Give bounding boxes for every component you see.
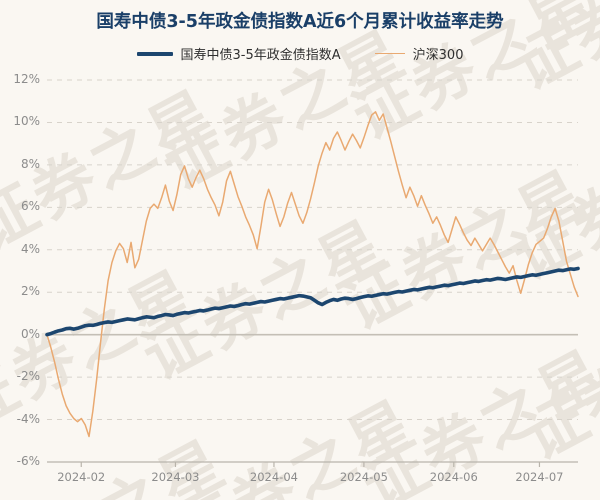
y-axis-tick-label: -2% <box>16 369 40 384</box>
legend-swatch-fund <box>136 51 173 56</box>
legend-item-fund[interactable]: 国寿中债3-5年政金债指数A <box>136 44 341 63</box>
legend-item-benchmark[interactable]: 沪深300 <box>374 44 464 63</box>
x-axis-tick-label: 2024-03 <box>151 470 200 484</box>
y-axis-tick-label: 12% <box>13 72 40 86</box>
y-axis-tick-label: 2% <box>20 284 40 299</box>
legend-label-fund: 国寿中债3-5年政金债指数A <box>180 48 341 63</box>
y-axis-tick-label: 6% <box>20 199 40 214</box>
y-axis-tick-label: -4% <box>16 411 40 426</box>
x-axis-tick-label: 2024-06 <box>429 470 478 484</box>
series-line-benchmark <box>46 111 579 438</box>
y-axis-tick-label: 4% <box>20 241 40 256</box>
legend-swatch-benchmark <box>374 52 405 55</box>
legend-label-benchmark: 沪深300 <box>412 48 464 63</box>
y-axis-tick-label: 8% <box>20 156 40 171</box>
x-axis-tick-label: 2024-04 <box>249 470 298 484</box>
y-axis-tick-label: 0% <box>20 326 40 341</box>
chart-legend: 国寿中债3-5年政金债指数A 沪深300 <box>0 44 600 63</box>
y-axis-tick-label: 10% <box>13 114 40 129</box>
x-axis-tick-label: 2024-05 <box>339 470 388 484</box>
x-axis-tick-label: 2024-07 <box>515 470 564 484</box>
x-axis-tick-label: 2024-02 <box>57 470 106 484</box>
series-line-fund <box>45 266 580 337</box>
chart-title: 国寿中债3-5年政金债指数A近6个月累计收益率走势 <box>96 12 504 32</box>
y-axis-tick-label: -6% <box>16 454 40 468</box>
